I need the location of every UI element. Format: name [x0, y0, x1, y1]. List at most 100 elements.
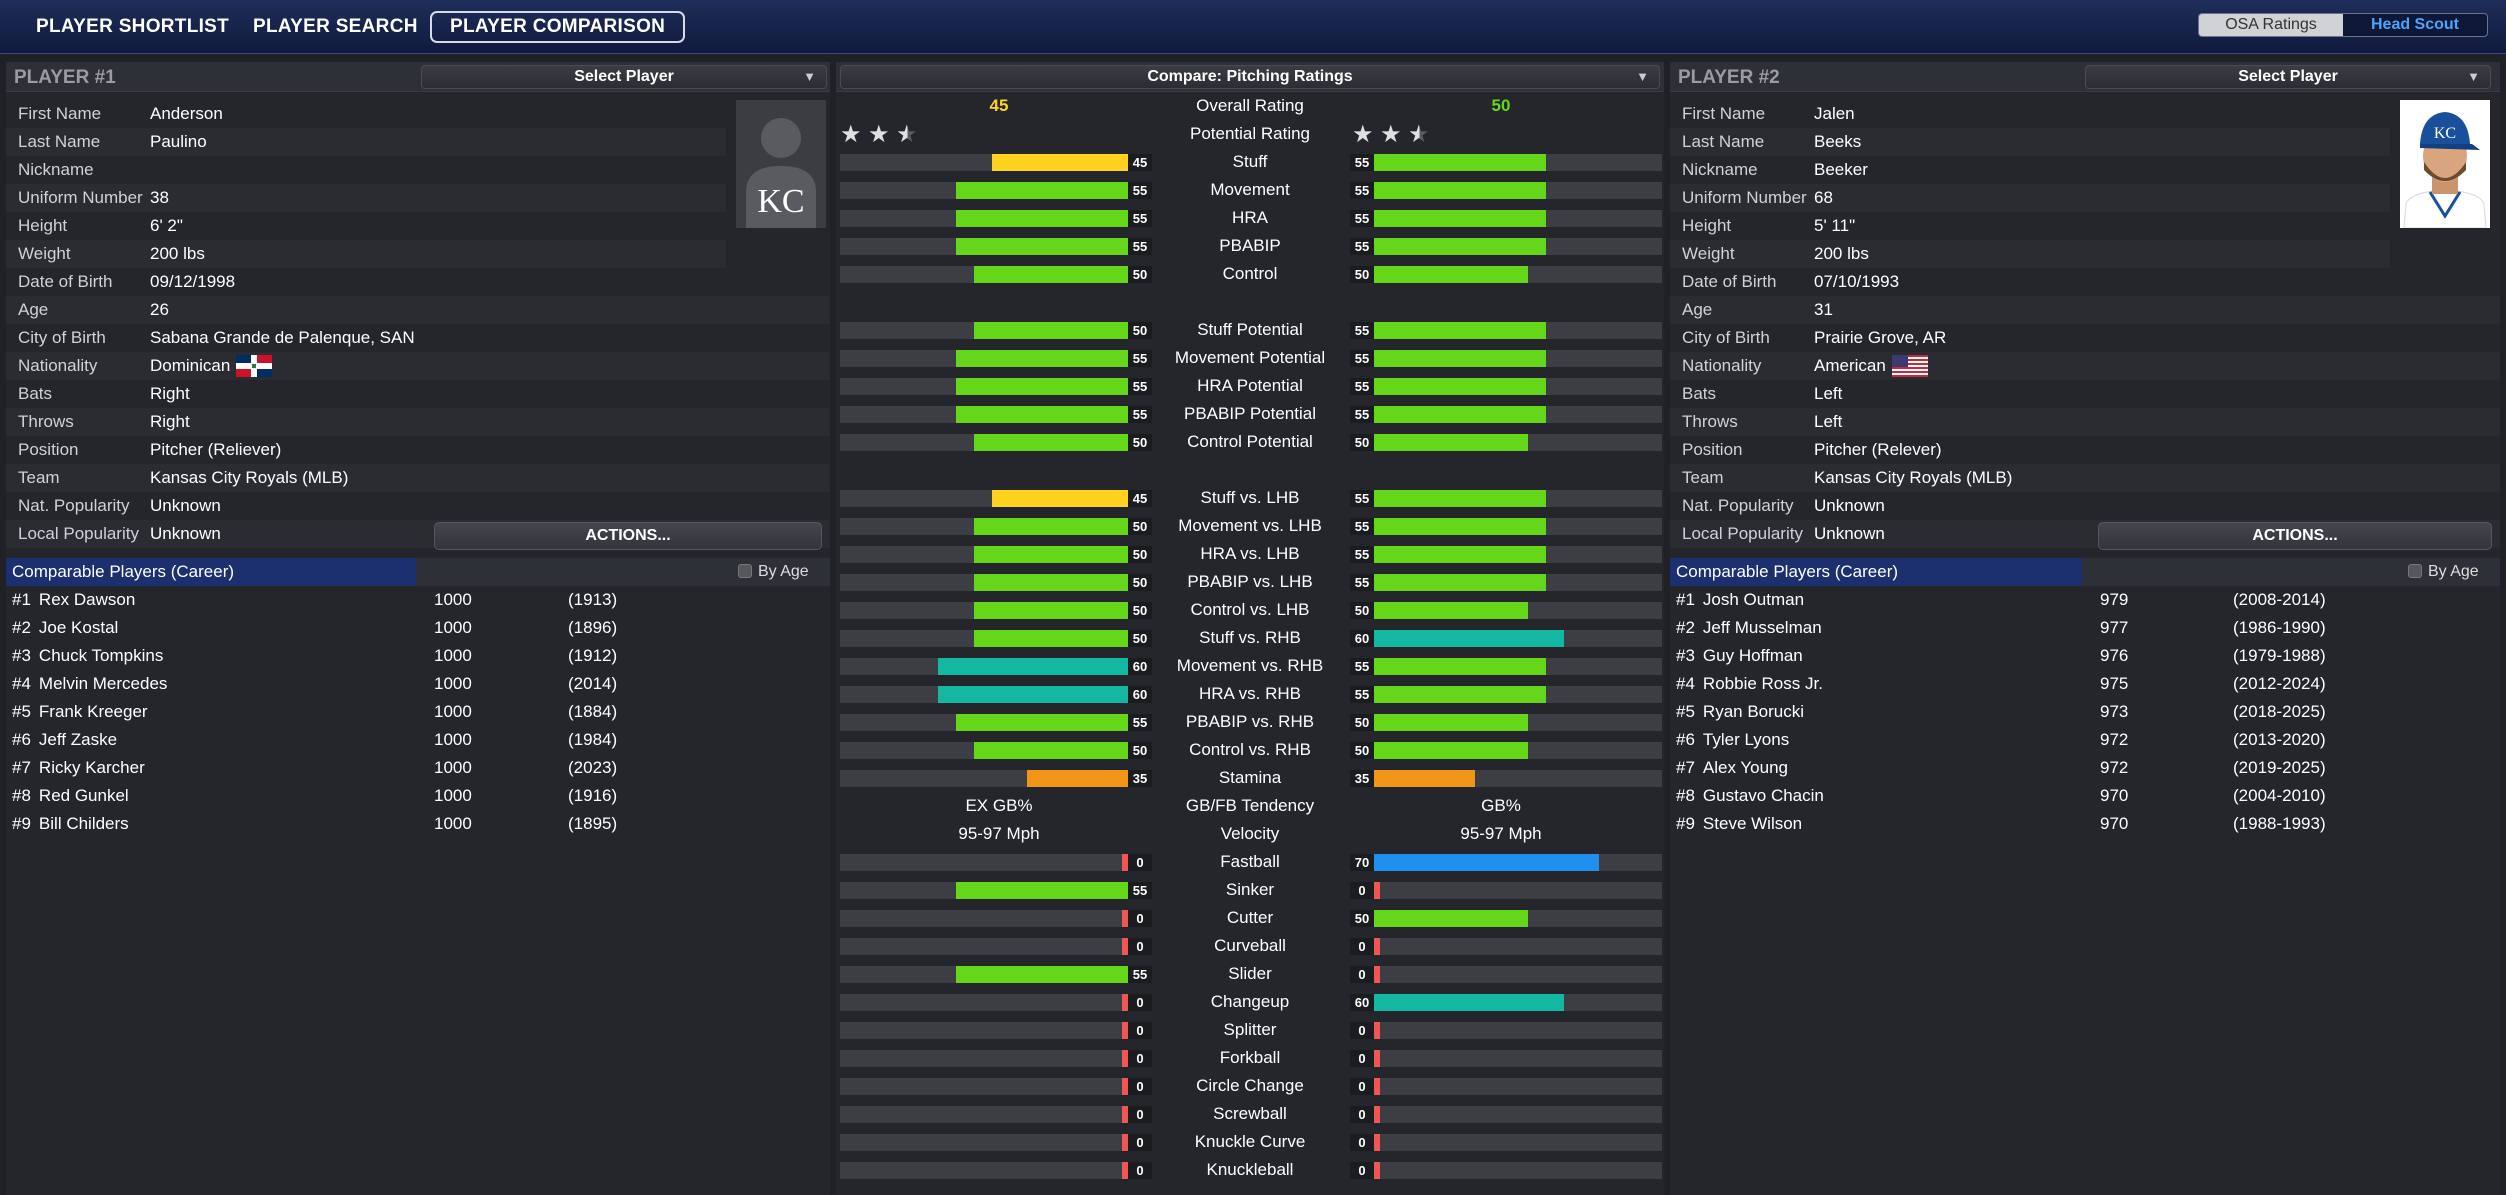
player2-team-value: Kansas City Royals (MLB) — [1814, 464, 2012, 492]
rating-row-hra-potential: HRA Potential 55 55 — [836, 372, 1664, 400]
player1-bats-text: Right — [150, 384, 190, 403]
list-item[interactable]: #8 Red Gunkel 1000 (1916) — [6, 782, 830, 810]
player2-rating-value: 55 — [1350, 518, 1374, 535]
player1-date-of-birth-text: 09/12/1998 — [150, 272, 236, 291]
list-item[interactable]: #6 Tyler Lyons 972 (2013-2020) — [1670, 726, 2500, 754]
list-item[interactable]: #3 Chuck Tompkins 1000 (1912) — [6, 642, 830, 670]
rating-row-curveball: Curveball 0 0 — [836, 932, 1664, 960]
comparable-name: Alex Young — [1702, 758, 1789, 777]
player2-rating-bar: 50 — [1350, 266, 1662, 283]
comparable-score: 976 — [2100, 646, 2129, 665]
player1-rating-value: 55 — [1128, 966, 1152, 983]
head-scout-option[interactable]: Head Scout — [2370, 16, 2459, 33]
player1-uniform-number-value: 38 — [150, 184, 169, 212]
player2-actions-button[interactable]: ACTIONS... — [2098, 522, 2492, 550]
player1-local-popularity-value: Unknown — [150, 520, 221, 548]
tab-player-comparison[interactable]: PLAYER COMPARISON — [430, 11, 686, 43]
player2-rating-value: 55 — [1350, 658, 1374, 675]
list-item[interactable]: #7 Ricky Karcher 1000 (2023) — [6, 754, 830, 782]
tab-player-shortlist[interactable]: PLAYER SHORTLIST — [36, 16, 230, 37]
player2-rating-fill — [1350, 154, 1546, 171]
list-item[interactable]: #4 Melvin Mercedes 1000 (2014) — [6, 670, 830, 698]
player1-date-of-birth-label: Date of Birth — [18, 272, 113, 291]
list-item[interactable]: #3 Guy Hoffman 976 (1979-1988) — [1670, 642, 2500, 670]
player2-local-popularity-label: Local Popularity — [1682, 524, 1803, 543]
list-item[interactable]: #9 Steve Wilson 970 (1988-1993) — [1670, 810, 2500, 838]
player1-rating-value: 50 — [1128, 574, 1152, 591]
player2-rating-value: 55 — [1350, 574, 1374, 591]
player2-first-name-text: Jalen — [1814, 104, 1855, 123]
player2-first-name-label: First Name — [1682, 104, 1766, 123]
list-item[interactable]: #7 Alex Young 972 (2019-2025) — [1670, 754, 2500, 782]
kc-logo-icon: KC — [757, 183, 804, 220]
list-item[interactable]: #6 Jeff Zaske 1000 (1984) — [6, 726, 830, 754]
rating-label: PBABIP — [1219, 236, 1281, 255]
list-item[interactable]: #2 Jeff Musselman 977 (1986-1990) — [1670, 614, 2500, 642]
player1-rating-fill — [956, 238, 1152, 255]
player1-comparable-title: Comparable Players (Career) — [6, 558, 416, 586]
player1-photo: KC — [736, 100, 826, 228]
player1-rating-value: 45 — [1128, 154, 1152, 171]
player1-rating-fill — [991, 154, 1152, 171]
player2-info-row-date-of-birth: Date of Birth 07/10/1993 — [1670, 268, 2390, 296]
rating-label: Changeup — [1210, 992, 1290, 1011]
rating-row-slider: Slider 55 0 — [836, 960, 1664, 988]
player1-select-dropdown[interactable]: Select Player ▼ — [421, 65, 827, 89]
player2-age-value: 31 — [1814, 296, 1833, 324]
player1-rating-bar: 0 — [840, 994, 1152, 1011]
player1-rating-value: 55 — [1128, 238, 1152, 255]
rating-row-pbabip-vs-rhb: PBABIP vs. RHB 55 50 — [836, 708, 1664, 736]
checkbox-icon — [2408, 563, 2422, 578]
player1-rating-fill — [956, 714, 1152, 731]
list-item[interactable]: #1 Rex Dawson 1000 (1913) — [6, 586, 830, 614]
rating-label: Movement vs. RHB — [1176, 656, 1324, 675]
player1-first-name-text: Anderson — [150, 104, 223, 123]
half-star-icon: ★ — [896, 121, 918, 148]
comparable-name: Tyler Lyons — [1702, 730, 1790, 749]
tab-player-search[interactable]: PLAYER SEARCH — [253, 16, 418, 37]
player2-age-text: 31 — [1814, 300, 1833, 319]
player1-rating-value: 0 — [1128, 910, 1152, 927]
list-item[interactable]: #4 Robbie Ross Jr. 975 (2012-2024) — [1670, 670, 2500, 698]
comparable-years: (1912) — [568, 646, 618, 665]
comparable-score: 973 — [2100, 702, 2129, 721]
player1-rating-bar: 55 — [840, 350, 1152, 367]
rating-row-movement-vs-lhb: Movement vs. LHB 50 55 — [836, 512, 1664, 540]
list-item[interactable]: #2 Joe Kostal 1000 (1896) — [6, 614, 830, 642]
comparable-player-name: #7 Ricky Karcher — [12, 754, 145, 782]
player1-rating-fill — [974, 602, 1152, 619]
player2-rating-bar: 0 — [1350, 1134, 1662, 1151]
potential-rating-row: ★ ★ ★ Potential Rating ★ ★ ★ — [836, 120, 1664, 148]
usa-flag — [1891, 354, 1928, 377]
player2-rating-bar: 50 — [1350, 602, 1662, 619]
osa-ratings-option[interactable]: OSA Ratings — [2199, 14, 2343, 36]
comparable-years: (2013-2020) — [2233, 730, 2326, 749]
comparable-name: Steve Wilson — [1702, 814, 1803, 833]
list-item[interactable]: #8 Gustavo Chacin 970 (2004-2010) — [1670, 782, 2500, 810]
player1-by-age-checkbox[interactable]: By Age — [738, 558, 809, 586]
player1-city-of-birth-label: City of Birth — [18, 328, 106, 347]
rating-row-pbabip-potential: PBABIP Potential 55 55 — [836, 400, 1664, 428]
player1-info-row-age: Age 26 — [6, 296, 830, 324]
player1-age-value: 26 — [150, 296, 169, 324]
player1-header-label: PLAYER #1 — [14, 67, 116, 88]
player2-header-label: PLAYER #2 — [1678, 67, 1780, 88]
player2-local-popularity-text: Unknown — [1814, 524, 1885, 543]
player1-rating-bar: 55 — [840, 182, 1152, 199]
list-item[interactable]: #5 Frank Kreeger 1000 (1884) — [6, 698, 830, 726]
rating-row-stamina: Stamina 35 35 — [836, 764, 1664, 792]
player2-by-age-checkbox[interactable]: By Age — [2408, 558, 2479, 586]
comparable-player-name: #6 Tyler Lyons — [1676, 726, 1789, 754]
player1-rating-fill — [956, 350, 1152, 367]
player2-team-text: Kansas City Royals (MLB) — [1814, 468, 2013, 487]
list-item[interactable]: #5 Ryan Borucki 973 (2018-2025) — [1670, 698, 2500, 726]
player1-rating-fill — [974, 518, 1152, 535]
player1-info-row-first-name: First Name Anderson — [6, 100, 726, 128]
list-item[interactable]: #9 Bill Childers 1000 (1895) — [6, 810, 830, 838]
player2-rating-value: 55 — [1350, 182, 1374, 199]
player1-actions-button[interactable]: ACTIONS... — [434, 522, 822, 550]
compare-category-dropdown[interactable]: Compare: Pitching Ratings ▼ — [840, 65, 1660, 89]
player2-info-row-first-name: First Name Jalen — [1670, 100, 2390, 128]
player2-select-dropdown[interactable]: Select Player ▼ — [2085, 65, 2491, 89]
list-item[interactable]: #1 Josh Outman 979 (2008-2014) — [1670, 586, 2500, 614]
